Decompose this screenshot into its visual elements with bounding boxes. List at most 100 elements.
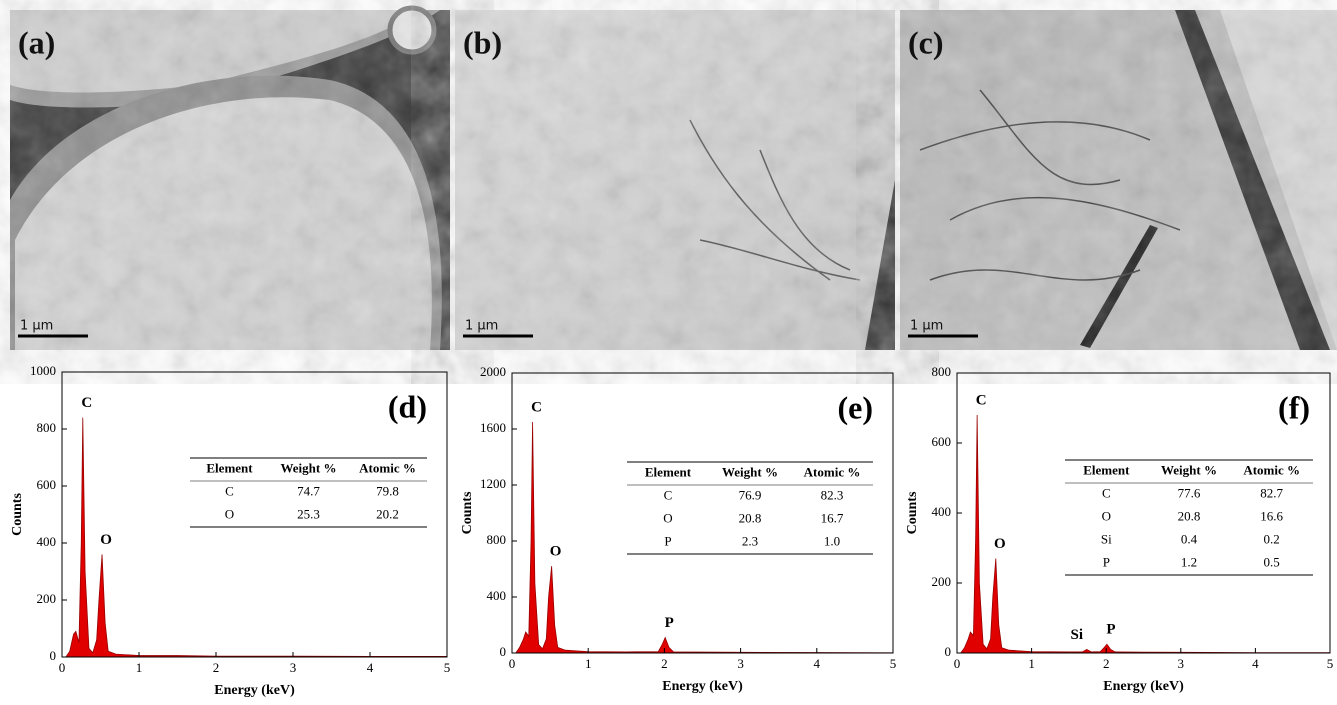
table-header: Weight % [281, 460, 337, 475]
x-tick-label: 3 [1178, 656, 1185, 671]
table-header: Atomic % [804, 464, 861, 479]
table-cell: 20.8 [739, 510, 762, 525]
y-tick-label: 800 [487, 532, 507, 547]
peak-label: O [100, 532, 112, 548]
peak-label: O [994, 536, 1006, 552]
table-header: Weight % [1161, 462, 1217, 477]
tem-image-a [10, 5, 450, 350]
table-cell: 82.7 [1260, 485, 1283, 500]
y-tick-label: 0 [945, 644, 952, 659]
panel-label: (c) [908, 24, 944, 60]
peak-label: Si [1071, 627, 1084, 643]
x-axis-label: Energy (keV) [1103, 679, 1184, 694]
y-axis-label: Counts [460, 491, 475, 534]
x-tick-label: 5 [1327, 656, 1334, 671]
peak-label: O [550, 544, 562, 560]
y-axis-label: Counts [905, 491, 920, 534]
spectrum [515, 421, 894, 654]
y-tick-label: 1000 [30, 363, 56, 378]
y-tick-label: 600 [37, 477, 57, 492]
y-tick-label: 400 [37, 534, 57, 549]
y-tick-label: 800 [37, 420, 57, 435]
y-tick-label: 200 [932, 574, 952, 589]
peak-label: P [1106, 622, 1115, 638]
scale-bar-label: 1 μm [465, 319, 498, 334]
y-tick-label: 1200 [480, 476, 506, 491]
y-tick-label: 200 [37, 591, 57, 606]
table-header: Element [1083, 462, 1130, 477]
x-tick-label: 2 [1103, 656, 1110, 671]
table-cell: C [664, 487, 673, 502]
table-cell: 79.8 [376, 483, 399, 498]
y-axis-label: Counts [10, 493, 25, 536]
x-axis-label: Energy (keV) [662, 679, 743, 694]
tem-image-b [455, 10, 895, 350]
x-tick-label: 0 [509, 656, 516, 671]
y-tick-label: 0 [500, 644, 507, 659]
x-tick-label: 5 [444, 660, 451, 675]
peak-label: C [81, 395, 92, 411]
x-tick-label: 3 [290, 660, 297, 675]
table-header: Atomic % [359, 460, 416, 475]
panel-label: (b) [463, 24, 502, 60]
table-cell: 16.6 [1260, 508, 1283, 523]
y-tick-label: 400 [932, 504, 952, 519]
scale-bar-label: 1 μm [910, 319, 943, 334]
peak-label: P [665, 615, 674, 631]
table-header: Atomic % [1243, 462, 1300, 477]
table-cell: 0.4 [1181, 531, 1198, 546]
x-tick-label: 1 [585, 656, 592, 671]
y-tick-label: 800 [932, 364, 952, 379]
plot-frame [61, 371, 448, 658]
table-cell: 16.7 [821, 510, 844, 525]
table-cell: 25.3 [297, 506, 320, 521]
x-tick-label: 0 [59, 660, 66, 675]
table-cell: 2.3 [742, 533, 758, 548]
chart-title: (d) [388, 388, 427, 424]
table-cell: 76.9 [739, 487, 762, 502]
peak-label: C [531, 399, 542, 415]
table-cell: 1.0 [824, 533, 840, 548]
x-tick-label: 2 [213, 660, 220, 675]
x-tick-label: 1 [136, 660, 143, 675]
x-tick-label: 2 [661, 656, 668, 671]
table-cell: 0.5 [1264, 554, 1280, 569]
table-header: Element [206, 460, 253, 475]
table-cell: 74.7 [297, 483, 320, 498]
table-cell: 20.2 [376, 506, 399, 521]
plot-frame [511, 372, 894, 654]
table-cell: C [225, 483, 234, 498]
x-tick-label: 4 [1252, 656, 1259, 671]
y-tick-label: 0 [50, 648, 57, 663]
x-tick-label: 3 [737, 656, 744, 671]
table-cell: P [1103, 554, 1110, 569]
y-tick-label: 600 [932, 434, 952, 449]
table-cell: O [1102, 508, 1111, 523]
table-cell: 77.6 [1178, 485, 1201, 500]
scale-bar-label: 1 μm [20, 319, 53, 334]
y-tick-label: 1600 [480, 420, 506, 435]
chart-title: (f) [1278, 389, 1310, 425]
x-tick-label: 5 [890, 656, 897, 671]
x-tick-label: 1 [1028, 656, 1035, 671]
y-tick-label: 400 [487, 588, 507, 603]
peak-label: C [976, 392, 987, 408]
table-cell: Si [1101, 531, 1112, 546]
table-cell: O [225, 506, 234, 521]
spectrum [65, 417, 448, 658]
table-header: Weight % [722, 464, 778, 479]
y-tick-label: 2000 [480, 364, 506, 379]
chart-title: (e) [837, 389, 873, 425]
spectrum [959, 414, 1331, 654]
table-cell: 20.8 [1178, 508, 1201, 523]
table-cell: 1.2 [1181, 554, 1197, 569]
x-axis-label: Energy (keV) [214, 683, 295, 698]
table-cell: O [663, 510, 672, 525]
x-tick-label: 4 [367, 660, 374, 675]
table-cell: P [664, 533, 671, 548]
x-tick-label: 0 [954, 656, 961, 671]
table-header: Element [645, 464, 692, 479]
table-cell: 0.2 [1264, 531, 1280, 546]
table-cell: C [1102, 485, 1111, 500]
